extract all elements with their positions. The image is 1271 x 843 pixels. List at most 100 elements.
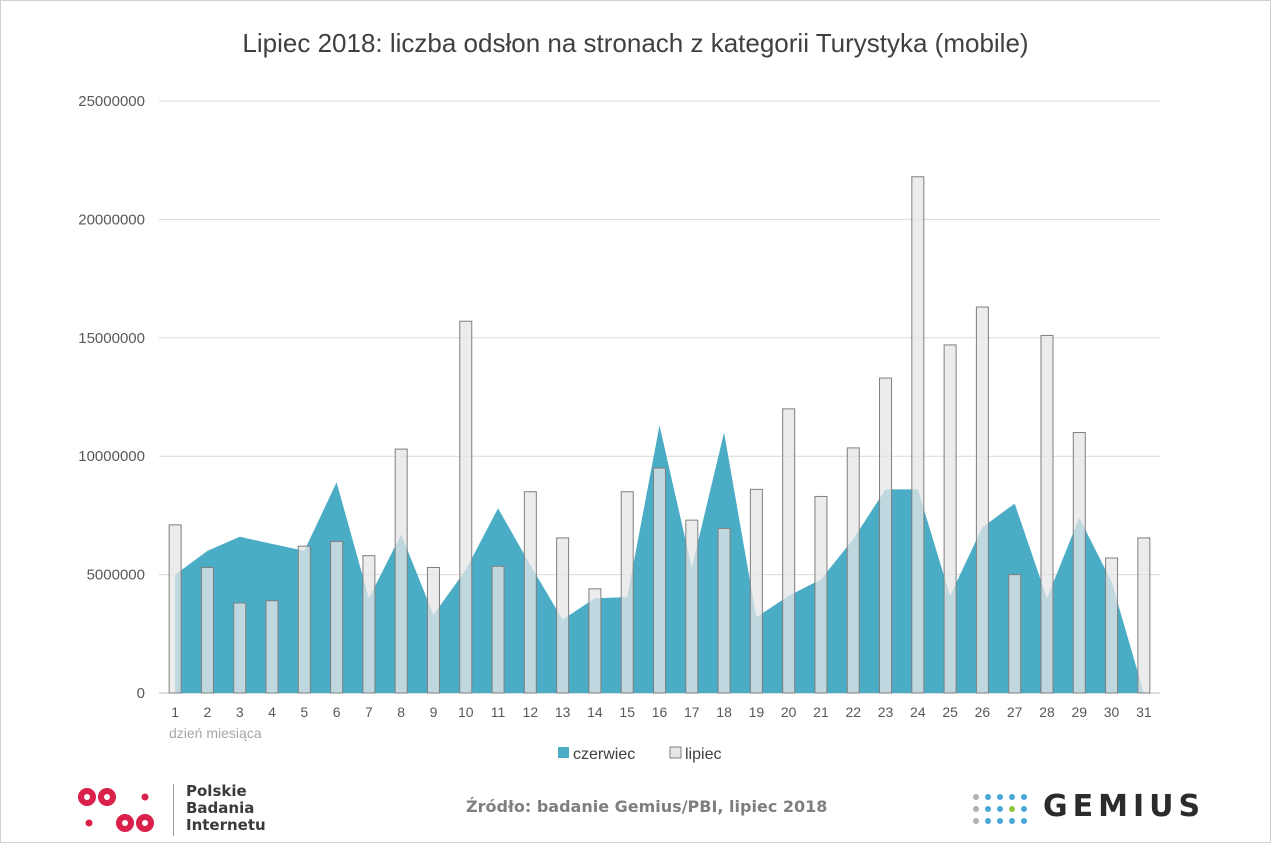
gemius-dot: [997, 818, 1003, 824]
x-tick-label: 7: [365, 704, 373, 720]
pbi-logo-divider: [173, 784, 174, 836]
y-tick-label: 0: [137, 685, 145, 702]
x-tick-label: 11: [491, 704, 506, 720]
y-tick-label: 5000000: [87, 567, 145, 584]
lipiec-bar: [233, 602, 247, 694]
lipiec-bar: [265, 600, 279, 694]
source-note: Źródło: badanie Gemius/PBI, lipiec 2018: [466, 797, 828, 816]
lipiec-bar: [814, 495, 828, 694]
gemius-dot: [985, 794, 991, 800]
lipiec-bar: [1105, 557, 1119, 694]
x-axis-ticks: 1 2 3 4 5 6 7 8 9 10 11 12 13 14 15 16 17 18 19 20 21 22 23 24 2…: [171, 704, 1152, 720]
x-tick-label: 10: [458, 704, 474, 720]
pbi-logo-line: Internetu: [186, 816, 266, 834]
x-tick-label: 29: [1071, 704, 1087, 720]
lipiec-bar: [1072, 432, 1086, 694]
x-tick-label: 6: [333, 704, 341, 720]
x-tick-label: 28: [1039, 704, 1055, 720]
lipiec-bar: [685, 519, 699, 694]
gemius-dot: [997, 794, 1003, 800]
gemius-dot: [997, 806, 1003, 812]
lipiec-bar: [879, 377, 893, 694]
lipiec-bar: [1137, 537, 1151, 694]
x-tick-label: 30: [1104, 704, 1120, 720]
x-tick-label: 31: [1136, 704, 1152, 720]
gemius-dot: [973, 806, 979, 812]
y-tick-label: 10000000: [78, 448, 145, 465]
x-tick-label: 12: [523, 704, 539, 720]
legend: czerwiec lipiec: [558, 746, 721, 763]
lipiec-bar: [491, 565, 505, 694]
gemius-logo-text: GEMIUS: [1043, 789, 1206, 824]
lipiec-bar: [911, 176, 925, 694]
y-tick-label: 20000000: [78, 211, 145, 228]
lipiec-bar: [588, 588, 602, 694]
gemius-dot: [1021, 806, 1027, 812]
pbi-logo-text: Polskie Badania Internetu: [186, 783, 266, 834]
pbi-logo-icon: [78, 788, 154, 832]
gemius-dot: [1009, 794, 1015, 800]
x-tick-label: 19: [749, 704, 765, 720]
x-tick-label: 20: [781, 704, 797, 720]
gemius-dot: [1021, 794, 1027, 800]
x-tick-label: 14: [587, 704, 603, 720]
x-tick-label: 8: [397, 704, 405, 720]
lipiec-bar: [749, 488, 763, 694]
gemius-dot: [1009, 818, 1015, 824]
y-tick-label: 25000000: [78, 93, 145, 110]
pbi-logo-line: Polskie: [186, 782, 247, 800]
x-tick-label: 15: [619, 704, 635, 720]
x-tick-label: 9: [430, 704, 438, 720]
x-tick-label: 1: [171, 704, 179, 720]
legend-swatch-czerwiec: [558, 747, 569, 758]
legend-swatch-lipiec: [669, 746, 682, 759]
gemius-dot: [1009, 806, 1015, 812]
lipiec-bar: [394, 448, 408, 694]
lipiec-bar: [426, 566, 440, 694]
lipiec-bar: [168, 524, 182, 694]
lipiec-bar: [200, 566, 214, 694]
lipiec-bar: [362, 555, 376, 694]
x-axis-label: dzień miesiąca: [169, 725, 262, 741]
lipiec-bar: [297, 545, 311, 694]
pbi-logo-line: Badania: [186, 799, 255, 817]
legend-label-czerwiec: czerwiec: [573, 746, 635, 763]
lipiec-bar: [846, 447, 860, 694]
y-axis-ticks: 0 5000000 10000000 15000000 20000000 25000000: [78, 93, 145, 702]
gemius-dot: [973, 794, 979, 800]
x-tick-label: 27: [1007, 704, 1023, 720]
lipiec-bar: [523, 491, 537, 694]
gemius-dot: [985, 818, 991, 824]
lipiec-bar: [1040, 334, 1054, 694]
lipiec-bar: [459, 320, 473, 694]
lipiec-bar: [943, 344, 957, 694]
x-tick-label: 18: [716, 704, 732, 720]
chart-title: Lipiec 2018: liczba odsłon na stronach z…: [242, 28, 1029, 58]
x-tick-label: 16: [652, 704, 668, 720]
lipiec-bar: [1008, 574, 1022, 694]
x-tick-label: 2: [204, 704, 212, 720]
x-tick-label: 3: [236, 704, 244, 720]
lipiec-bar: [975, 306, 989, 694]
legend-label-lipiec: lipiec: [685, 746, 721, 763]
lipiec-bar: [556, 537, 570, 694]
x-tick-label: 22: [845, 704, 861, 720]
x-tick-label: 26: [975, 704, 991, 720]
gemius-dot: [985, 806, 991, 812]
y-tick-label: 15000000: [78, 330, 145, 347]
x-tick-label: 13: [555, 704, 571, 720]
x-tick-label: 4: [268, 704, 276, 720]
x-tick-label: 17: [684, 704, 700, 720]
gemius-dot: [1021, 818, 1027, 824]
x-tick-label: 24: [910, 704, 926, 720]
gemius-dot: [973, 818, 979, 824]
x-tick-label: 25: [942, 704, 958, 720]
lipiec-bar: [620, 491, 634, 694]
lipiec-bar: [717, 527, 731, 694]
x-tick-label: 23: [878, 704, 894, 720]
lipiec-bar-series: [168, 176, 1151, 694]
lipiec-bar: [782, 408, 796, 694]
lipiec-bar: [330, 540, 344, 694]
